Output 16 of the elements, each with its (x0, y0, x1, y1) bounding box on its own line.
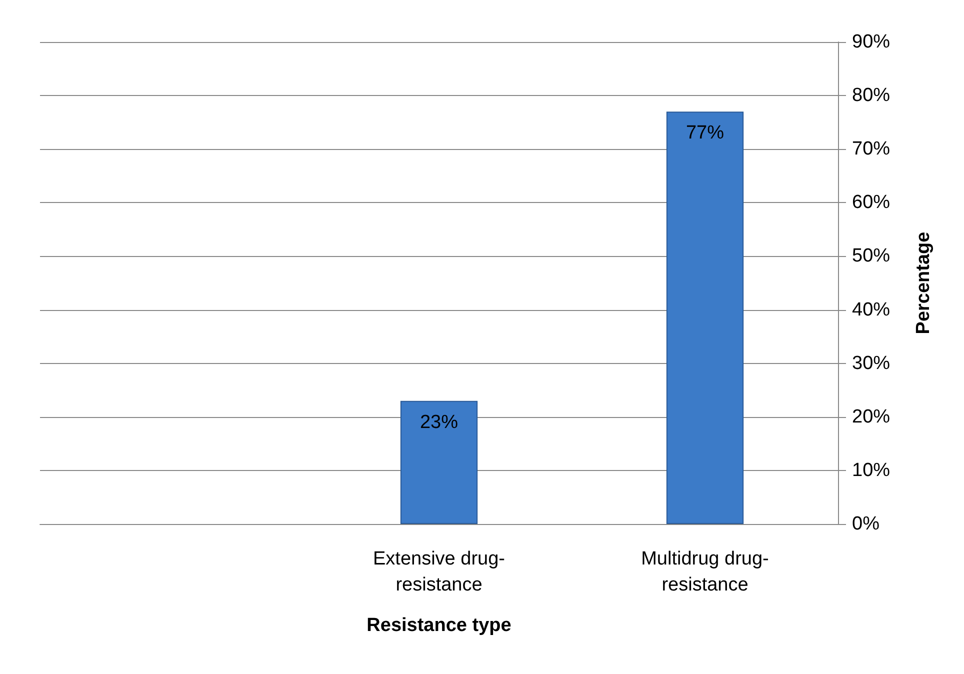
y-tick-label: 0% (852, 514, 880, 534)
data-label: 77% (686, 122, 724, 144)
y-tick-label: 30% (852, 352, 890, 374)
y-axis-title: Percentage (913, 232, 934, 334)
y-tick-label: 50% (852, 246, 890, 267)
data-label: 23% (420, 412, 458, 433)
y-tick-label: 10% (852, 460, 890, 481)
y-tick-label: 20% (852, 406, 890, 428)
y-tick-label: 40% (852, 299, 890, 320)
y-tick-label: 70% (852, 138, 890, 160)
x-axis-title: Resistance type (366, 615, 512, 636)
y-tick-label: 90% (852, 32, 890, 52)
x-tick-label: Multidrug drug-resistance (641, 548, 769, 596)
y-tick-label: 60% (852, 192, 890, 214)
x-tick-label: Extensive drug-resistance (372, 548, 506, 596)
y-tick-label: 80% (852, 85, 890, 106)
